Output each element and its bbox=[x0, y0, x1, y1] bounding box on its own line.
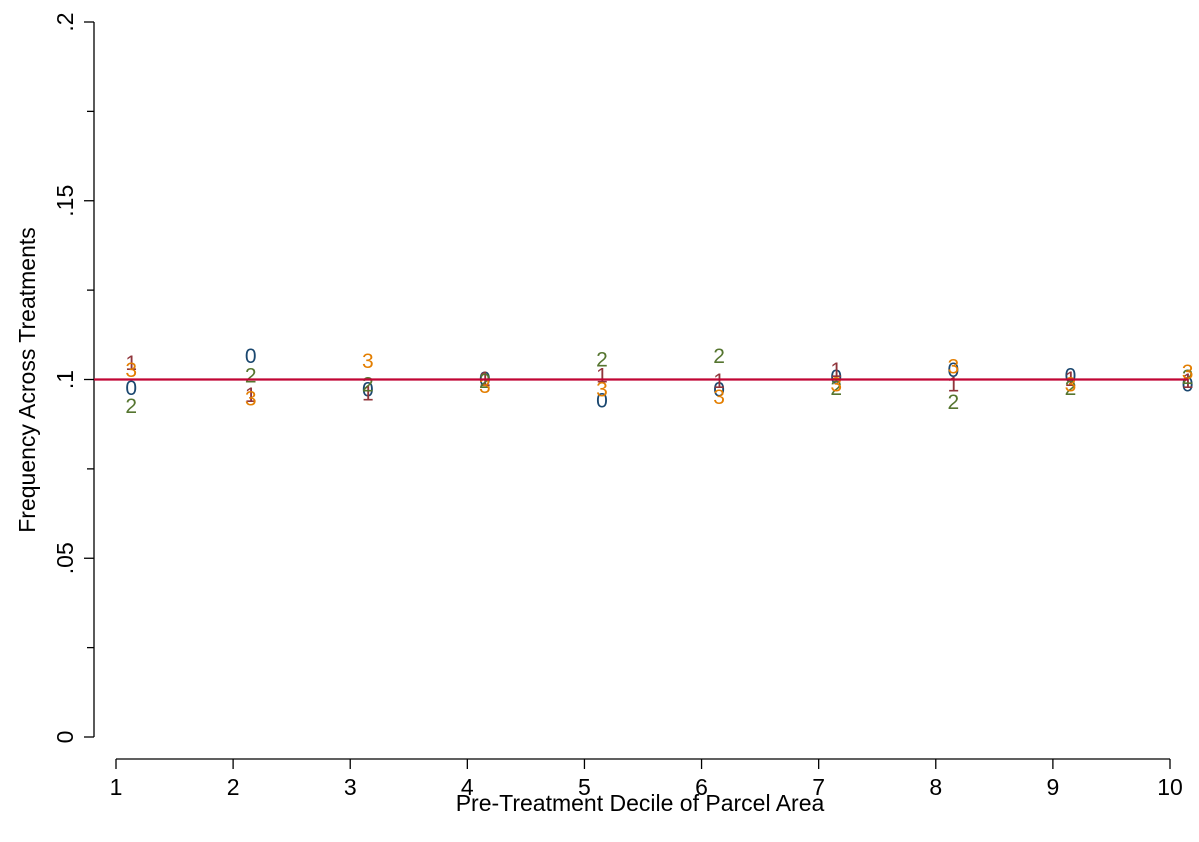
y-axis-title: Frequency Across Treatments bbox=[14, 227, 40, 533]
marker-series-3: 3 bbox=[830, 373, 842, 396]
x-tick-label: 10 bbox=[1157, 774, 1183, 800]
y-tick-label: .15 bbox=[52, 185, 78, 217]
x-tick-label: 6 bbox=[695, 774, 708, 800]
marker-series-1: 1 bbox=[596, 364, 608, 387]
marker-series-0: 0 bbox=[1182, 373, 1194, 396]
marker-series-0: 0 bbox=[1065, 364, 1077, 387]
marker-series-0: 0 bbox=[362, 379, 374, 402]
y-tick-label: .1 bbox=[52, 370, 78, 389]
marker-series-0: 0 bbox=[596, 389, 608, 412]
marker-series-2: 2 bbox=[245, 364, 257, 387]
x-tick-label: 8 bbox=[929, 774, 942, 800]
marker-series-3: 3 bbox=[596, 379, 608, 402]
marker-series-1: 1 bbox=[948, 373, 960, 396]
marker-series-0: 0 bbox=[125, 377, 137, 400]
marker-series-3: 3 bbox=[479, 375, 491, 398]
marker-series-2: 2 bbox=[362, 373, 374, 396]
x-tick-label: 3 bbox=[344, 774, 357, 800]
x-ticks: 1 2 3 4 5 6 7 8 9 10 bbox=[110, 759, 1183, 800]
y-tick-label: 0 bbox=[52, 731, 78, 744]
marker-series-1: 1 bbox=[830, 359, 842, 382]
x-tick-label: 2 bbox=[227, 774, 240, 800]
marker-series-3: 3 bbox=[713, 386, 725, 409]
marker-series-2: 2 bbox=[948, 391, 960, 414]
marker-series-2: 2 bbox=[1065, 377, 1077, 400]
marker-series-1: 1 bbox=[1182, 370, 1194, 393]
marker-series-2: 2 bbox=[125, 395, 137, 418]
marker-series-0: 0 bbox=[830, 366, 842, 389]
y-tick-label: .05 bbox=[52, 542, 78, 574]
x-tick-label: 9 bbox=[1046, 774, 1059, 800]
marker-series-1: 1 bbox=[125, 352, 137, 375]
marker-series-3: 3 bbox=[125, 359, 137, 382]
marker-series-0: 0 bbox=[245, 345, 257, 368]
x-tick-label: 4 bbox=[461, 774, 474, 800]
x-axis-title: Pre-Treatment Decile of Parcel Area bbox=[456, 790, 825, 816]
marker-series-3: 3 bbox=[1065, 373, 1077, 396]
marker-series-2: 2 bbox=[713, 345, 725, 368]
marker-series-2: 2 bbox=[596, 348, 608, 371]
marker-series-3: 3 bbox=[362, 350, 374, 373]
marker-series-3: 3 bbox=[1182, 361, 1194, 384]
marker-series-1: 1 bbox=[713, 370, 725, 393]
marker-series-0: 0 bbox=[713, 379, 725, 402]
x-tick-label: 7 bbox=[812, 774, 825, 800]
marker-series-2: 2 bbox=[830, 377, 842, 400]
plot-area: 0.05.1.15.2 1 2 3 4 5 6 7 8 9 10 000 00 00 0 0 011 11 1 1… bbox=[52, 12, 1193, 800]
marker-series-2: 2 bbox=[479, 370, 491, 393]
x-tick-label: 1 bbox=[110, 774, 123, 800]
marker-series-3: 3 bbox=[948, 355, 960, 378]
marker-series-1: 1 bbox=[362, 382, 374, 405]
marker-series-0: 0 bbox=[948, 359, 960, 382]
y-tick-label: .2 bbox=[52, 12, 78, 31]
marker-series-1: 1 bbox=[245, 384, 257, 407]
x-tick-label: 5 bbox=[578, 774, 591, 800]
marker-series-3: 3 bbox=[245, 388, 257, 411]
y-ticks: 0 .05 .1 .15 .2 bbox=[52, 12, 94, 743]
marker-series-2: 2 bbox=[1182, 366, 1194, 389]
